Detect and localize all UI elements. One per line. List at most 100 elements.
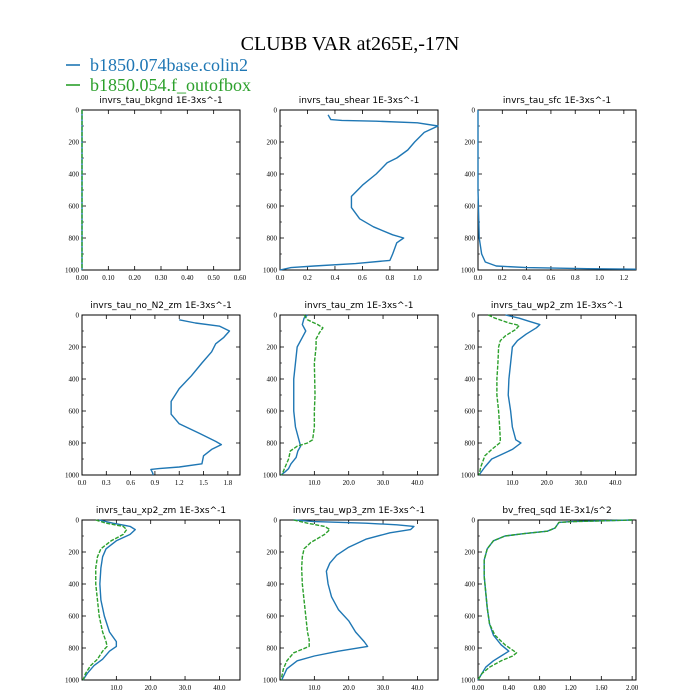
y-tick-label: 800	[69, 235, 80, 243]
x-tick-label: 0.00	[472, 684, 485, 692]
x-tick-label: 30.0	[377, 684, 390, 692]
y-tick-label: 0	[76, 107, 80, 115]
legend-label-1: b1850.074base.colin2	[90, 55, 248, 75]
x-tick-label: 1.20	[564, 684, 577, 692]
y-tick-label: 800	[465, 440, 476, 448]
y-tick-label: 400	[69, 581, 80, 589]
x-tick-label: 0.00	[76, 274, 89, 282]
x-tick-label: 0.30	[155, 274, 168, 282]
x-tick-label: 40.0	[411, 684, 424, 692]
series-line-2	[477, 519, 633, 681]
x-tick-label: 0.2	[303, 274, 312, 282]
x-tick-label: 10.0	[308, 684, 321, 692]
y-tick-label: 600	[465, 203, 476, 211]
panel-frame	[477, 109, 637, 271]
x-tick-label: 0.2	[498, 274, 507, 282]
y-tick-label: 800	[69, 440, 80, 448]
x-tick-label: 0.4	[522, 274, 531, 282]
panel-title: invrs_tau_wp2_zm 1E-3xs^-1	[491, 301, 623, 311]
series-line-1	[150, 319, 231, 476]
series-line-2	[281, 314, 324, 476]
x-tick-label: 30.0	[575, 479, 588, 487]
y-tick-label: 800	[465, 645, 476, 653]
legend: b1850.074base.colin2 b1850.054.f_outofbo…	[66, 55, 251, 95]
y-tick-label: 0	[472, 517, 476, 525]
y-tick-label: 0	[76, 517, 80, 525]
x-tick-label: 2.00	[626, 684, 639, 692]
x-tick-label: 20.0	[343, 684, 356, 692]
y-tick-label: 1000	[461, 472, 476, 480]
series-line-1	[477, 110, 637, 270]
x-tick-label: 1.5	[199, 479, 208, 487]
panel-title: invrs_tau_xp2_zm 1E-3xs^-1	[96, 506, 226, 516]
panel-frame	[81, 314, 241, 476]
x-tick-label: 20.0	[343, 479, 356, 487]
series-line-2	[478, 314, 520, 476]
figure-title: CLUBB VAR at265E,-17N	[241, 33, 460, 55]
x-tick-label: 40.0	[609, 479, 622, 487]
x-tick-label: 0.10	[102, 274, 115, 282]
x-tick-label: 20.0	[145, 684, 158, 692]
panel-3: invrs_tau_sfc 1E-3xs^-1 0 200 400 600 800 1000…	[461, 96, 637, 282]
x-tick-label: 40.0	[411, 479, 424, 487]
x-tick-label: 0.8	[386, 274, 395, 282]
y-tick-label: 600	[267, 203, 278, 211]
y-tick-label: 200	[69, 344, 80, 352]
x-tick-label: 10.0	[506, 479, 519, 487]
x-tick-label: 0.80	[534, 684, 547, 692]
panel-title: invrs_tau_no_N2_zm 1E-3xs^-1	[90, 301, 232, 311]
y-tick-label: 0	[472, 107, 476, 115]
panel-frame	[81, 109, 241, 271]
y-tick-label: 400	[69, 376, 80, 384]
y-tick-label: 400	[465, 171, 476, 179]
panel-title: bv_freq_sqd 1E-3x1/s^2	[502, 506, 611, 516]
y-tick-label: 400	[267, 581, 278, 589]
y-tick-label: 400	[69, 171, 80, 179]
y-tick-label: 1000	[65, 677, 80, 685]
x-tick-label: 0.40	[181, 274, 194, 282]
y-tick-label: 200	[465, 344, 476, 352]
series-line-1	[280, 314, 308, 476]
y-tick-label: 600	[465, 613, 476, 621]
y-tick-label: 0	[274, 107, 278, 115]
panel-2: invrs_tau_shear 1E-3xs^-1 0 200 400 600 800 10…	[263, 96, 439, 282]
x-tick-label: 0.20	[129, 274, 142, 282]
x-tick-label: 40.0	[213, 684, 226, 692]
x-tick-label: 30.0	[179, 684, 192, 692]
panel-frame	[279, 314, 439, 476]
y-tick-label: 800	[267, 235, 278, 243]
x-tick-label: 1.2	[175, 479, 184, 487]
y-tick-label: 200	[69, 549, 80, 557]
panel-9: bv_freq_sqd 1E-3x1/s^2020040060080010000…	[461, 506, 639, 692]
x-tick-label: 0.40	[503, 684, 516, 692]
x-tick-label: 1.2	[619, 274, 628, 282]
x-tick-label: 0.4	[331, 274, 340, 282]
y-tick-label: 200	[69, 139, 80, 147]
y-tick-label: 400	[267, 171, 278, 179]
y-tick-label: 0	[274, 517, 278, 525]
panel-frame	[279, 109, 439, 271]
legend-label-2: b1850.054.f_outofbox	[90, 75, 251, 95]
x-tick-label: 0.9	[151, 479, 160, 487]
y-tick-label: 200	[267, 549, 278, 557]
panel-1: invrs_tau_bkgnd 1E-3xs^-1 0 200 400 600 800 10…	[65, 96, 247, 282]
y-tick-label: 1000	[65, 267, 80, 275]
y-tick-label: 1000	[263, 472, 278, 480]
x-tick-label: 1.60	[595, 684, 608, 692]
panel-8: invrs_tau_wp3_zm 1E-3xs^-1 0 200 400 600 800 1…	[263, 506, 439, 692]
y-tick-label: 1000	[263, 677, 278, 685]
series-line-2	[82, 519, 128, 681]
x-tick-label: 0.0	[276, 274, 285, 282]
x-tick-label: 0.6	[126, 479, 135, 487]
panels-group: invrs_tau_bkgnd 1E-3xs^-1 0 200 400 600 800 10…	[65, 96, 639, 692]
series-line-1	[477, 519, 633, 681]
y-tick-label: 0	[274, 312, 278, 320]
y-tick-label: 1000	[461, 677, 476, 685]
x-tick-label: 0.0	[474, 274, 483, 282]
x-tick-label: 0.6	[547, 274, 556, 282]
y-tick-label: 200	[465, 139, 476, 147]
series-line-1	[82, 519, 136, 681]
x-tick-label: 20.0	[541, 479, 554, 487]
panel-7: invrs_tau_xp2_zm 1E-3xs^-1 0 200 400 600 800 1…	[65, 506, 241, 692]
x-tick-label: 1.0	[413, 274, 422, 282]
